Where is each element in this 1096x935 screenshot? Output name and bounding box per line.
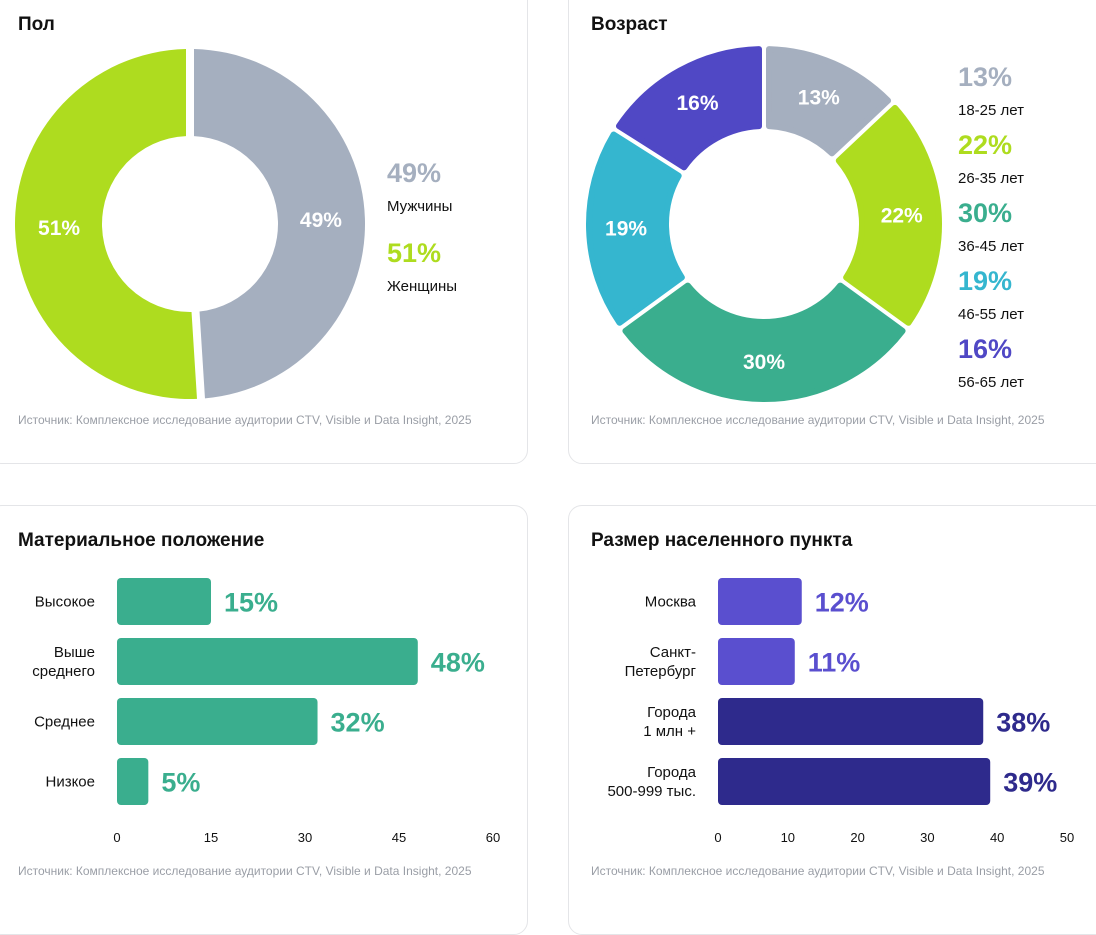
- bar: [718, 578, 802, 625]
- bar: [117, 638, 418, 685]
- gender-donut-chart: 49% 51% 49% Мужчины 51% Женщины: [14, 49, 457, 400]
- category-label: Выше: [54, 644, 95, 661]
- bar-value-label: 39%: [1003, 768, 1057, 798]
- bar-value-label: 15%: [224, 588, 278, 618]
- legend-value: 16%: [958, 334, 1012, 364]
- age-source: Источник: Комплексное исследование аудит…: [591, 413, 1045, 427]
- bar-value-label: 12%: [815, 588, 869, 618]
- income-source: Источник: Комплексное исследование аудит…: [18, 864, 472, 878]
- age-title: Возраст: [591, 14, 668, 35]
- legend-value: 13%: [958, 62, 1012, 92]
- legend-label: 18-25 лет: [958, 102, 1024, 119]
- slice-label: 19%: [605, 217, 647, 240]
- income-title: Материальное положение: [18, 530, 265, 551]
- category-label: 1 млн +: [643, 723, 696, 740]
- x-tick-label: 10: [781, 830, 795, 845]
- slice-label: 30%: [743, 351, 785, 374]
- x-tick-label: 20: [850, 830, 864, 845]
- legend-label: 26-35 лет: [958, 170, 1024, 187]
- age-donut-chart: 13% 22% 30% 19% 16% 13% 18-25 лет 22% 26-35 лет 3…: [586, 46, 1024, 402]
- legend-value: 22%: [958, 130, 1012, 160]
- bar: [117, 698, 318, 745]
- donut-slice-4: [586, 131, 685, 326]
- x-tick-label: 40: [990, 830, 1004, 845]
- donut-slice-1: [765, 46, 892, 157]
- city-bar-chart: Москва 12% Санкт- Петербург 11% Города 1 млн +…: [607, 578, 1074, 845]
- legend-label: 36-45 лет: [958, 238, 1024, 255]
- slice-label: 49%: [300, 209, 342, 232]
- donut-slice-3: [622, 282, 906, 402]
- bar-value-label: 32%: [331, 708, 385, 738]
- x-tick-label: 45: [392, 830, 406, 845]
- bar-value-label: 48%: [431, 648, 485, 678]
- slice-label: 51%: [38, 217, 80, 240]
- gender-source: Источник: Комплексное исследование аудит…: [18, 413, 472, 427]
- category-label: Высокое: [35, 594, 95, 611]
- income-bar-chart: Высокое 15% Выше среднего 48% Среднее 32% Низко…: [32, 578, 500, 845]
- category-label: Низкое: [45, 774, 95, 791]
- category-label: 500-999 тыс.: [607, 783, 696, 800]
- bar: [117, 578, 211, 625]
- x-tick-label: 50: [1060, 830, 1074, 845]
- legend-label: Женщины: [387, 278, 457, 295]
- x-tick-label: 0: [714, 830, 721, 845]
- donut-slice-1: [193, 49, 365, 399]
- city-title: Размер населенного пункта: [591, 530, 853, 551]
- bar-value-label: 11%: [808, 648, 861, 678]
- legend-value: 51%: [387, 238, 441, 268]
- legend-label: 46-55 лет: [958, 306, 1024, 323]
- bar-value-label: 38%: [996, 708, 1050, 738]
- category-label: Санкт-: [650, 644, 696, 661]
- category-label: Петербург: [625, 663, 697, 680]
- bar: [718, 638, 795, 685]
- category-label: Города: [647, 764, 697, 781]
- bar: [718, 698, 984, 745]
- x-tick-label: 60: [486, 830, 500, 845]
- x-tick-label: 15: [204, 830, 218, 845]
- category-label: Среднее: [34, 714, 95, 731]
- slice-label: 13%: [798, 86, 840, 109]
- category-label: Москва: [645, 594, 697, 611]
- slice-label: 16%: [677, 92, 719, 115]
- slice-label: 22%: [881, 204, 923, 227]
- bar: [117, 758, 149, 805]
- legend-value: 30%: [958, 198, 1012, 228]
- x-tick-label: 30: [920, 830, 934, 845]
- category-label: Города: [647, 704, 697, 721]
- bar: [718, 758, 991, 805]
- legend-value: 19%: [958, 266, 1012, 296]
- legend-value: 49%: [387, 158, 441, 188]
- category-label: среднего: [32, 663, 95, 680]
- donut-slice-5: [615, 46, 763, 171]
- donut-slice-2: [14, 49, 197, 400]
- legend-label: Мужчины: [387, 198, 452, 215]
- gender-title: Пол: [18, 14, 55, 35]
- x-tick-label: 0: [113, 830, 120, 845]
- city-source: Источник: Комплексное исследование аудит…: [591, 864, 1045, 878]
- donut-slice-2: [835, 104, 942, 326]
- bar-value-label: 5%: [161, 768, 200, 798]
- x-tick-label: 30: [298, 830, 312, 845]
- legend-label: 56-65 лет: [958, 374, 1024, 391]
